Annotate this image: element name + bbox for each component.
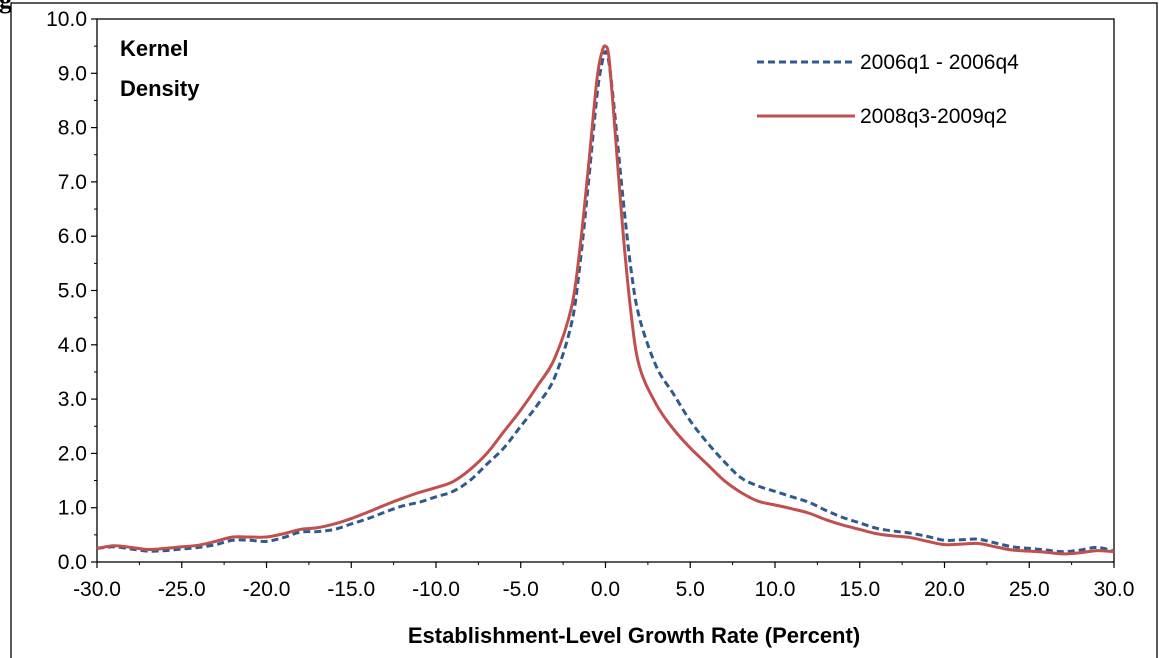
- x-tick-label: -25.0: [158, 578, 206, 601]
- x-tick-label: -30.0: [73, 578, 121, 601]
- y-tick-label: 10.0: [46, 8, 87, 31]
- series-line-0: [96, 50, 1115, 554]
- corner-text: g: [0, 0, 12, 14]
- chart-border: [10, 2, 1158, 658]
- x-tick-label: 10.0: [755, 578, 796, 601]
- legend-label-2008: 2008q3-2009q2: [860, 105, 1007, 128]
- x-tick-label: 15.0: [839, 578, 880, 601]
- y-tick-label: 8.0: [58, 117, 87, 140]
- legend: 2006q1 - 2006q4 2008q3-2009q2: [757, 51, 1019, 128]
- x-tick-label: 5.0: [676, 578, 705, 601]
- legend-label-2006: 2006q1 - 2006q4: [860, 51, 1019, 74]
- x-axis: -30.0 -25.0 -20.0 -15.0 -10.0 -5.0 0.0 5.0 10.0 1…: [73, 562, 1134, 601]
- y-tick-label: 7.0: [58, 171, 87, 194]
- y-tick-label: 4.0: [58, 334, 87, 357]
- y-axis: 0.0 1.0 2.0 3.0 4.0 5.0 6.0 7.0 8.0 9.0 10.0: [46, 8, 97, 574]
- x-tick-label: 0.0: [591, 578, 620, 601]
- y-tick-label: 3.0: [58, 388, 87, 411]
- annotation-line-2: Density: [120, 76, 200, 101]
- y-tick-label: 0.0: [58, 551, 87, 574]
- x-tick-label: 25.0: [1009, 578, 1050, 601]
- x-tick-label: -10.0: [412, 578, 460, 601]
- annotation-line-1: Kernel: [120, 36, 188, 61]
- x-tick-label: -20.0: [243, 578, 291, 601]
- series-layer: [96, 44, 1115, 556]
- y-tick-label: 5.0: [58, 280, 87, 303]
- series-line-1: [96, 44, 1115, 556]
- x-tick-label: -15.0: [327, 578, 375, 601]
- y-tick-label: 2.0: [58, 442, 87, 465]
- x-tick-label: -5.0: [503, 578, 539, 601]
- y-tick-label: 9.0: [58, 62, 87, 85]
- x-tick-label: 30.0: [1094, 578, 1135, 601]
- y-tick-label: 1.0: [58, 497, 87, 520]
- y-tick-label: 6.0: [58, 225, 87, 248]
- x-axis-title: Establishment-Level Growth Rate (Percent…: [408, 623, 860, 648]
- x-tick-label: 20.0: [924, 578, 965, 601]
